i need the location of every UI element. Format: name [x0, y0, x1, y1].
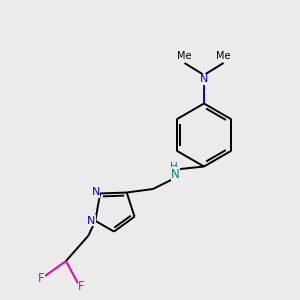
Text: N: N	[171, 167, 180, 181]
Text: H: H	[170, 161, 178, 172]
Text: F: F	[38, 272, 45, 285]
Text: N: N	[200, 74, 208, 85]
Text: N: N	[87, 216, 95, 226]
Text: N: N	[92, 187, 100, 197]
Text: Me: Me	[177, 51, 192, 61]
Text: Me: Me	[216, 51, 231, 61]
Text: F: F	[78, 280, 85, 293]
